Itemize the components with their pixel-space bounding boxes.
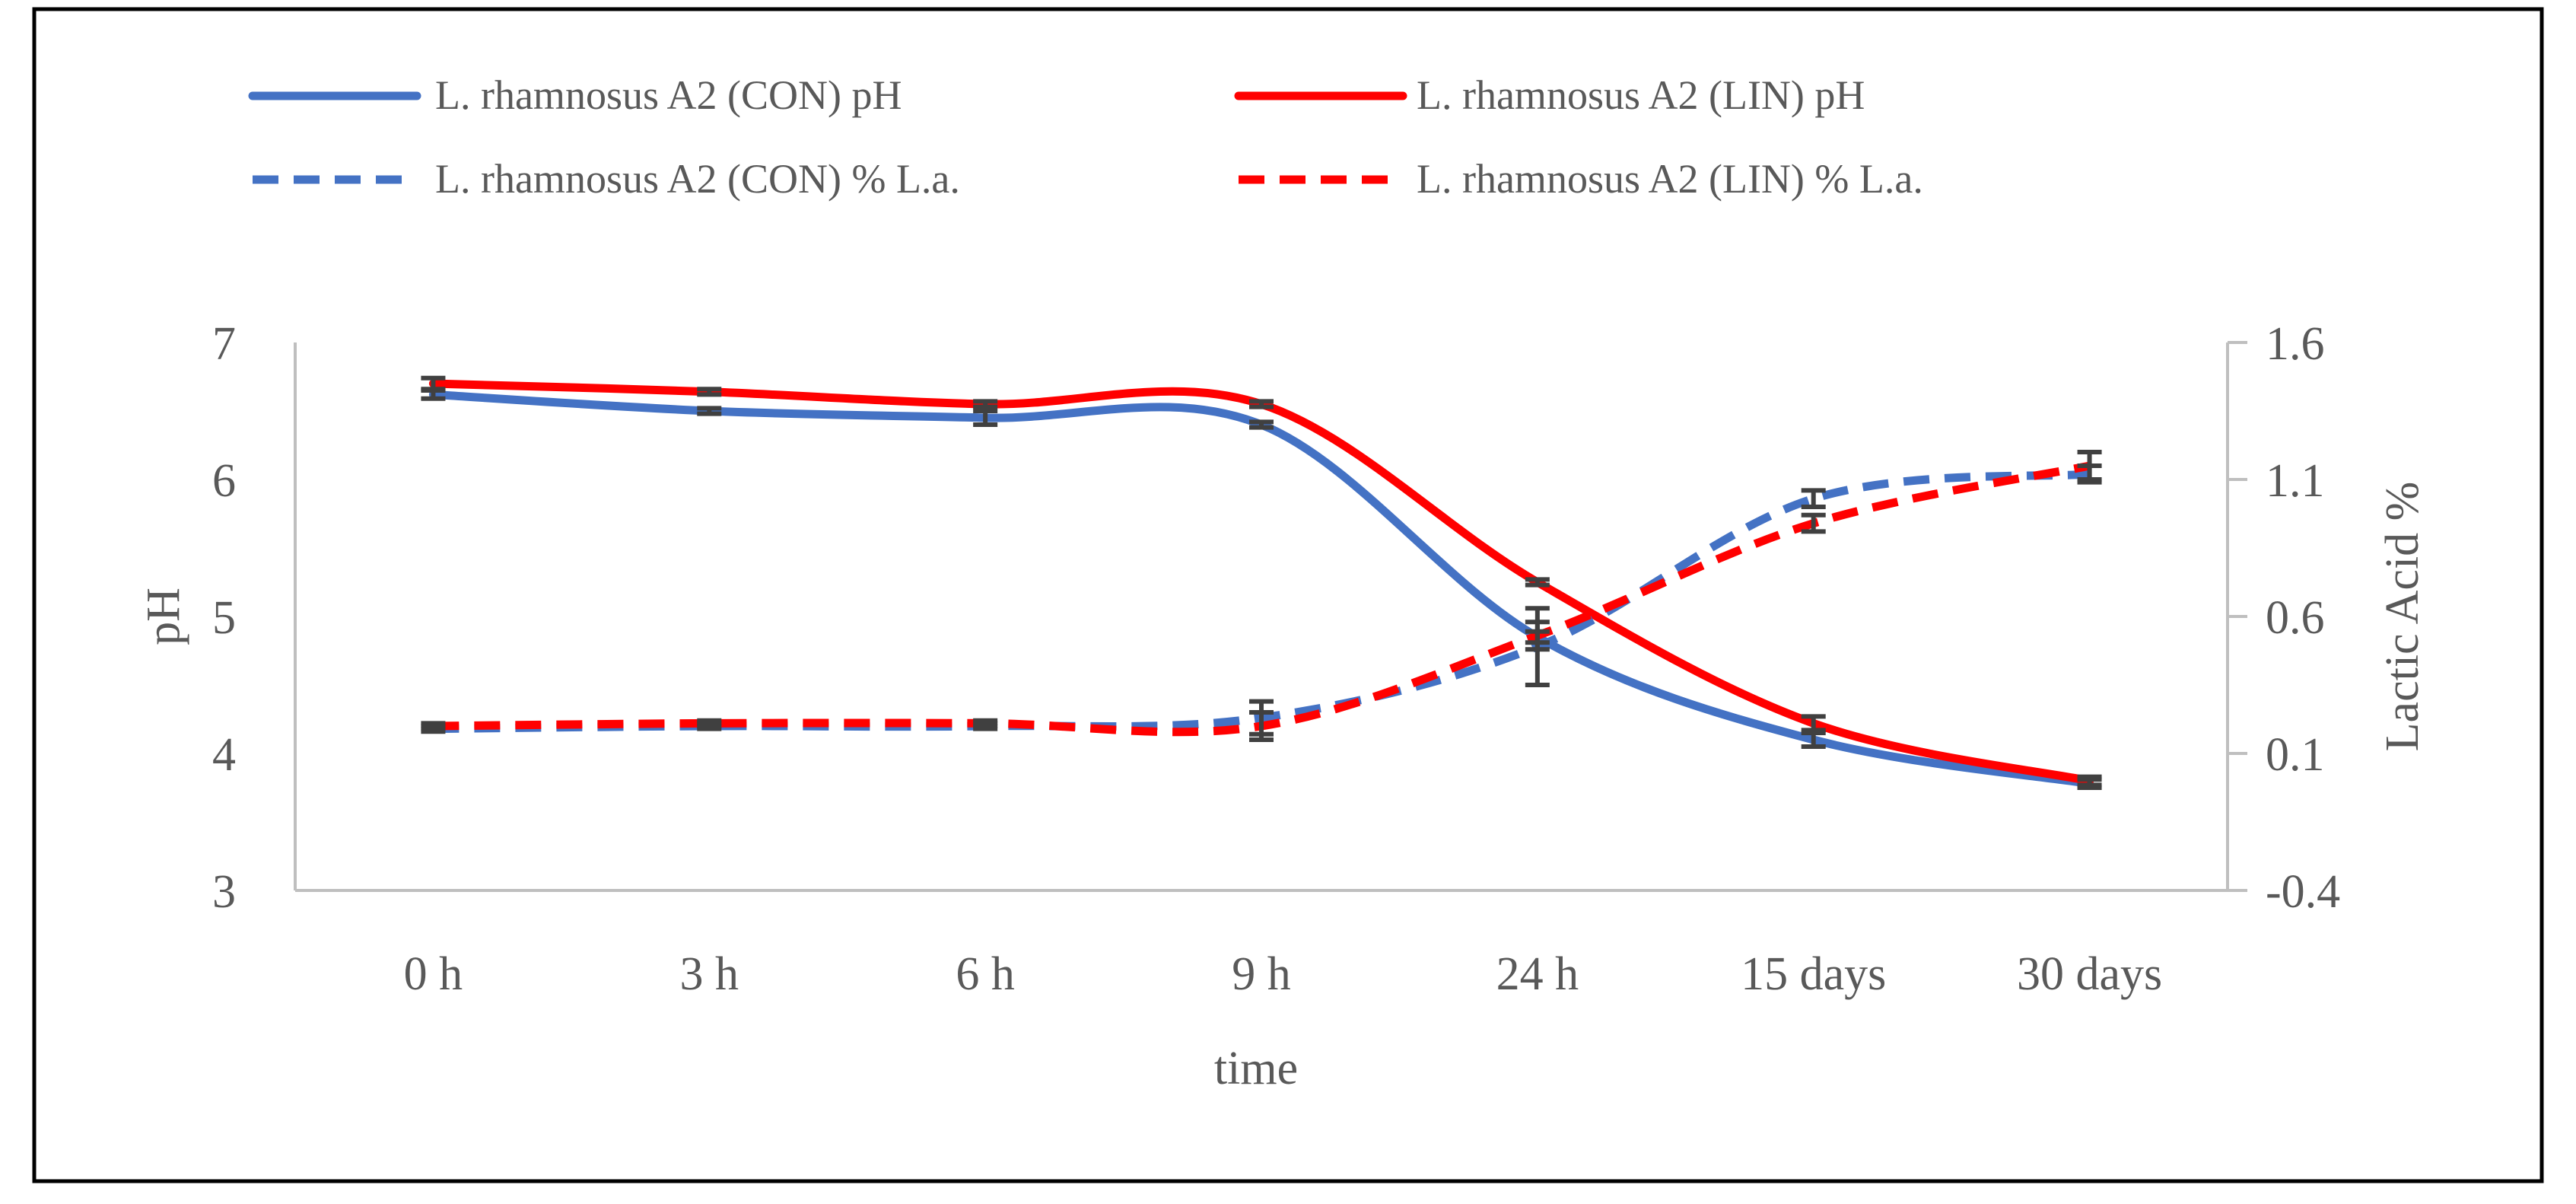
error-bar (1801, 488, 1826, 509)
x-tick-label: 15 days (1741, 948, 1886, 1000)
y-axis-title: pH (138, 588, 189, 645)
x-tick-label: 24 h (1496, 948, 1579, 1000)
error-bar (1249, 399, 1274, 409)
legend-label-con-ph: L. rhamnosus A2 (CON) pH (435, 72, 902, 118)
error-bar (697, 387, 722, 397)
x-axis-ticks: 0 h 3 h 6 h 9 h 24 h 15 days 30 days (404, 948, 2162, 1000)
error-bar (1249, 419, 1274, 430)
y-tick-label: 5 (212, 592, 236, 644)
x-tick-label: 6 h (956, 948, 1015, 1000)
error-bar (1801, 731, 1826, 749)
x-tick-label: 9 h (1232, 948, 1291, 1000)
y2-tick-label: 1.6 (2266, 318, 2325, 370)
figure-border (32, 7, 2544, 1183)
error-bar (973, 409, 998, 427)
legend-entry-lin-la: L. rhamnosus A2 (LIN) % L.a. (1239, 156, 1923, 202)
y-tick-label: 4 (212, 729, 236, 781)
y2-tick-label: 0.1 (2266, 729, 2325, 781)
legend-label-lin-la: L. rhamnosus A2 (LIN) % L.a. (1417, 156, 1923, 202)
y-tick-label: 7 (212, 318, 236, 370)
y2-axis-title: Lactic Acid % (2377, 482, 2428, 752)
y-tick-label: 6 (212, 455, 236, 507)
error-bar (2077, 450, 2102, 482)
error-bar (1801, 512, 1826, 534)
legend-entry-lin-ph: L. rhamnosus A2 (LIN) pH (1234, 72, 1865, 118)
x-tick-label: 30 days (2017, 948, 2162, 1000)
error-bar (421, 375, 446, 392)
error-bar (973, 399, 998, 409)
x-tick-label: 3 h (680, 948, 739, 1000)
legend-entry-con-la: L. rhamnosus A2 (CON) % L.a. (253, 156, 960, 202)
x-tick-label: 0 h (404, 948, 463, 1000)
error-bar (421, 721, 446, 731)
error-bar (1249, 710, 1274, 742)
error-bar (1525, 577, 1550, 588)
error-bar (2077, 774, 2102, 788)
error-bar (697, 406, 722, 416)
y2-tick-label: 1.1 (2266, 455, 2325, 507)
y2-tick-label: 0.6 (2266, 592, 2325, 644)
legend-entry-con-ph: L. rhamnosus A2 (CON) pH (248, 72, 902, 118)
legend: L. rhamnosus A2 (CON) pH L. rhamnosus A2… (248, 72, 1923, 202)
legend-label-lin-ph: L. rhamnosus A2 (LIN) pH (1417, 72, 1865, 118)
y-tick-label: 3 (212, 866, 236, 918)
right-axis-ticks: -0.4 0.1 0.6 1.1 1.6 (2228, 318, 2340, 918)
error-bar (973, 718, 998, 728)
legend-label-con-la: L. rhamnosus A2 (CON) % L.a. (435, 156, 960, 202)
y2-tick-label: -0.4 (2266, 866, 2340, 918)
error-bar (1801, 714, 1826, 733)
error-bar (697, 718, 722, 728)
left-axis-ticks: 3 4 5 6 7 (212, 318, 236, 918)
x-axis-title: time (1214, 1043, 1298, 1094)
error-bars (421, 375, 2102, 790)
error-bar (1525, 620, 1550, 652)
